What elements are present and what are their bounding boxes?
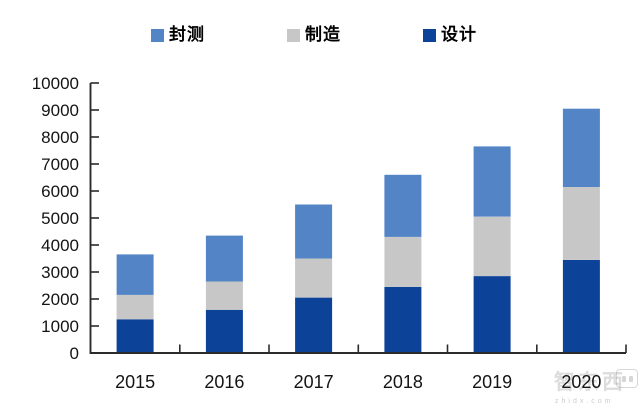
y-axis-tick-label: 0 bbox=[70, 344, 79, 363]
legend-item: 封测 bbox=[151, 25, 205, 45]
bar-segment bbox=[116, 254, 154, 295]
bar-segment bbox=[562, 108, 600, 187]
legend-item-label: 封测 bbox=[169, 25, 205, 45]
x-axis-label: 2018 bbox=[383, 372, 423, 392]
y-axis-tick-label: 7000 bbox=[41, 155, 79, 174]
axis-line bbox=[89, 83, 626, 354]
legend-item: 制造 bbox=[287, 25, 341, 45]
y-axis-tick-label: 1000 bbox=[41, 317, 79, 336]
legend-swatch-icon bbox=[287, 28, 300, 42]
y-axis-tick-label: 2000 bbox=[41, 290, 79, 309]
bar-segment bbox=[116, 319, 154, 354]
x-axis-label: 2019 bbox=[472, 372, 512, 392]
legend-swatch-icon bbox=[423, 28, 436, 42]
bar-segment bbox=[205, 235, 243, 282]
bar-segment bbox=[473, 276, 511, 353]
x-axis-label: 2017 bbox=[294, 372, 334, 392]
legend-item-label: 设计 bbox=[441, 25, 477, 45]
x-axis-label: 2015 bbox=[115, 372, 155, 392]
y-axis-tick-label: 5000 bbox=[41, 209, 79, 228]
bar-segment bbox=[384, 174, 422, 237]
y-axis-tick-label: 8000 bbox=[41, 128, 79, 147]
y-axis-tick-label: 10000 bbox=[32, 74, 79, 93]
x-axis-label: 2016 bbox=[204, 372, 244, 392]
watermark-brand-text: 智东西 bbox=[554, 369, 626, 394]
robot-eye-icon bbox=[621, 375, 626, 382]
y-axis-tick-label: 9000 bbox=[41, 101, 79, 120]
bar-segment bbox=[295, 297, 333, 353]
bar-segment bbox=[205, 309, 243, 353]
robot-eye-icon bbox=[628, 375, 633, 382]
bar-segment bbox=[205, 281, 243, 310]
bar-segment bbox=[384, 236, 422, 287]
bar-segment bbox=[295, 258, 333, 298]
bar-segment bbox=[295, 204, 333, 259]
legend-swatch-icon bbox=[151, 28, 164, 42]
watermark: 智东西 zhidx.com bbox=[552, 364, 640, 414]
bar-segment bbox=[473, 146, 511, 217]
bar-segment bbox=[116, 294, 154, 320]
bar-segment bbox=[384, 286, 422, 353]
legend-item-label: 制造 bbox=[305, 25, 341, 45]
watermark-robot-icon bbox=[616, 369, 638, 388]
x-axis-label: 2020 bbox=[561, 372, 601, 392]
chart-legend: 封测 制造 设计 bbox=[0, 27, 640, 47]
watermark-domain-text: zhidx.com bbox=[555, 398, 614, 405]
bar-segment bbox=[562, 186, 600, 260]
bar-segment bbox=[473, 216, 511, 277]
bar-segment bbox=[562, 259, 600, 353]
y-axis-tick-label: 6000 bbox=[41, 182, 79, 201]
y-axis-tick-label: 3000 bbox=[41, 263, 79, 282]
legend-item: 设计 bbox=[423, 25, 477, 45]
y-axis-tick-label: 4000 bbox=[41, 236, 79, 255]
